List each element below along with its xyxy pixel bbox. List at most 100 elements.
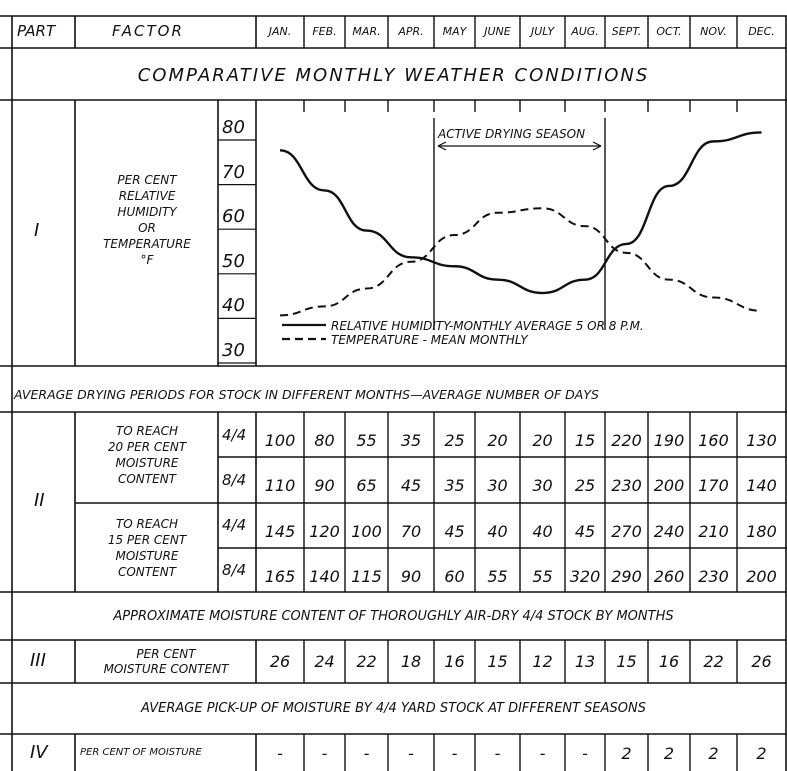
table-cell: 2 xyxy=(708,744,719,763)
table-cell: 55 xyxy=(532,567,553,586)
weather-chart xyxy=(279,118,762,341)
table-cell: 160 xyxy=(698,431,729,450)
section4-factor: PER CENT OF MOISTURE xyxy=(80,747,202,758)
table-cell: 45 xyxy=(444,522,465,541)
table-cell: 45 xyxy=(400,476,422,495)
table-cell: 70 xyxy=(400,522,422,541)
month-header: OCT. xyxy=(656,25,682,38)
table-cell: - xyxy=(582,744,588,763)
table-cell: 200 xyxy=(746,567,777,586)
section1-factor: PER CENT RELATIVE HUMIDITY OR TEMPERATUR… xyxy=(76,172,218,268)
month-header: SEPT. xyxy=(611,25,642,38)
month-header: DEC. xyxy=(748,25,775,38)
active-drying-label: ACTIVE DRYING SEASON xyxy=(438,127,586,141)
section4-title: AVERAGE PICK-UP OF MOISTURE BY 4/4 YARD … xyxy=(141,701,646,716)
table-cell: - xyxy=(451,744,458,763)
factor-line: PER CENT xyxy=(136,647,196,661)
table-cell: 30 xyxy=(487,476,508,495)
table-cell: 15 xyxy=(616,652,637,671)
table-cell: 22 xyxy=(703,652,724,671)
table-cell: 30 xyxy=(532,476,553,495)
section2-group2-label: TO REACH 15 PER CENT MOISTURE CONTENT xyxy=(76,516,218,580)
section4-part: IV xyxy=(30,742,48,763)
table-cell: 165 xyxy=(264,567,296,586)
factor-line: TEMPERATURE xyxy=(103,237,191,251)
table-cell: - xyxy=(363,744,370,763)
y-tick-label: 70 xyxy=(222,161,245,183)
table-cell: 55 xyxy=(356,431,377,450)
group-label-line: CONTENT xyxy=(117,472,177,486)
factor-line: OR xyxy=(138,221,156,235)
month-header: FEB. xyxy=(312,25,337,38)
section3-title: APPROXIMATE MOISTURE CONTENT OF THOROUGH… xyxy=(113,609,674,624)
table-cell: 180 xyxy=(746,522,777,541)
table-cell: 290 xyxy=(611,567,642,586)
group-label-line: MOISTURE xyxy=(115,456,179,470)
table-cell: 230 xyxy=(611,476,642,495)
table-cell: 40 xyxy=(532,522,553,541)
month-header: NOV. xyxy=(700,25,727,38)
arrowhead xyxy=(592,141,602,151)
thickness-label: 8/4 xyxy=(222,561,247,579)
month-header: MAY xyxy=(442,25,467,38)
table-cell: 16 xyxy=(444,652,465,671)
table-cell: 145 xyxy=(264,522,296,541)
section2-title: AVERAGE DRYING PERIODS FOR STOCK IN DIFF… xyxy=(14,387,599,402)
section2-group1-label: TO REACH 20 PER CENT MOISTURE CONTENT xyxy=(76,423,218,487)
factor-line: RELATIVE xyxy=(118,189,176,203)
month-header: JUNE xyxy=(484,25,511,38)
table-cell: 90 xyxy=(400,567,422,586)
section3-factor: PER CENT MOISTURE CONTENT xyxy=(76,647,256,677)
table-cell: 230 xyxy=(698,567,729,586)
table-cell: 190 xyxy=(653,431,685,450)
table-cell: 240 xyxy=(653,522,685,541)
thickness-label: 4/4 xyxy=(222,426,247,444)
table-cell: - xyxy=(321,744,328,763)
table-cell: 120 xyxy=(309,522,340,541)
table-cell: 55 xyxy=(487,567,508,586)
group-label-line: TO REACH xyxy=(115,424,179,438)
y-tick-label: 30 xyxy=(222,340,245,361)
table-cell: 24 xyxy=(314,652,335,671)
table-cell: 35 xyxy=(444,476,465,495)
group-label-line: 15 PER CENT xyxy=(107,533,187,547)
section1-part: I xyxy=(34,220,40,241)
month-header: AUG. xyxy=(571,25,599,38)
table-cell: 170 xyxy=(698,476,729,495)
table-cell: 115 xyxy=(351,567,382,586)
table-cell: 2 xyxy=(663,744,675,763)
factor-line: °F xyxy=(140,253,154,267)
group-label-line: CONTENT xyxy=(117,565,177,579)
table-cell: 270 xyxy=(611,522,642,541)
table-cell: 80 xyxy=(314,431,335,450)
table-cell: 100 xyxy=(351,522,382,541)
table-cell: 130 xyxy=(746,431,777,450)
table-cell: 140 xyxy=(746,476,777,495)
table-cell: 90 xyxy=(314,476,335,495)
table-cell: 220 xyxy=(611,431,642,450)
table-cell: 65 xyxy=(356,476,377,495)
legend-humidity: RELATIVE HUMIDITY-MONTHLY AVERAGE 5 OR 8… xyxy=(331,319,644,333)
table-cell: 210 xyxy=(698,522,729,541)
table-cell: - xyxy=(539,744,546,763)
section1-title: COMPARATIVE MONTHLY WEATHER CONDITIONS xyxy=(137,65,650,86)
table-cell: - xyxy=(277,744,283,763)
month-header: JULY xyxy=(530,25,555,38)
factor-line: HUMIDITY xyxy=(117,205,177,219)
table-cell: 18 xyxy=(400,652,422,671)
table-cell: 2 xyxy=(621,744,632,763)
table-cell: 35 xyxy=(400,431,422,450)
thickness-label: 8/4 xyxy=(222,471,247,489)
table-cell: 200 xyxy=(653,476,685,495)
table-cell: 25 xyxy=(574,476,596,495)
month-header: APR. xyxy=(398,25,424,38)
temperature-line xyxy=(279,207,762,317)
y-tick-label: 40 xyxy=(222,295,245,317)
table-cell: 20 xyxy=(487,431,508,450)
group-label-line: 20 PER CENT xyxy=(107,440,187,454)
section2-part: II xyxy=(34,490,45,511)
table-cell: 45 xyxy=(574,522,596,541)
humidity-line xyxy=(279,131,762,295)
legend-temperature: TEMPERATURE - MEAN MONTHLY xyxy=(331,333,528,347)
table-cell: - xyxy=(494,744,501,763)
